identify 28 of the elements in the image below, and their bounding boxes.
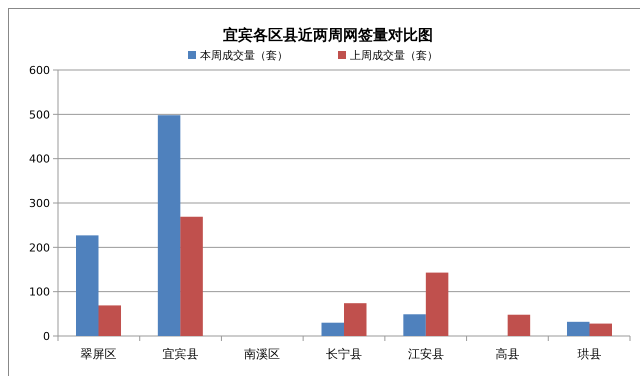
bar xyxy=(98,305,122,336)
bar xyxy=(76,235,99,336)
bar xyxy=(508,314,530,336)
y-tick-label: 300 xyxy=(29,197,50,210)
x-tick-label: 江安县 xyxy=(408,347,444,361)
y-tick-label: 400 xyxy=(29,152,50,166)
x-tick-label: 珙县 xyxy=(577,347,602,361)
bar xyxy=(566,322,590,336)
bar xyxy=(426,272,448,336)
bar xyxy=(403,314,426,336)
chart-title: 宜宾各区县近两周网签量对比图 xyxy=(223,26,433,44)
x-tick-label: 宜宾县 xyxy=(162,347,198,361)
x-tick-label: 长宁县 xyxy=(326,347,362,361)
bar xyxy=(158,115,180,336)
y-tick-label: 600 xyxy=(29,64,50,77)
bar xyxy=(589,324,612,336)
bar xyxy=(321,322,344,336)
bar xyxy=(344,303,367,336)
y-tick-label: 200 xyxy=(29,241,50,254)
bar xyxy=(180,216,203,336)
x-tick-label: 南溪区 xyxy=(244,347,280,361)
legend-label: 上周成交量（套） xyxy=(350,49,438,62)
y-tick-label: 500 xyxy=(29,108,50,122)
y-tick-label: 0 xyxy=(43,330,50,343)
x-tick-label: 翠屏区 xyxy=(80,347,117,361)
y-tick-label: 100 xyxy=(29,286,50,299)
x-tick-label: 高县 xyxy=(496,347,520,361)
legend-label: 本周成交量（套） xyxy=(200,49,288,62)
